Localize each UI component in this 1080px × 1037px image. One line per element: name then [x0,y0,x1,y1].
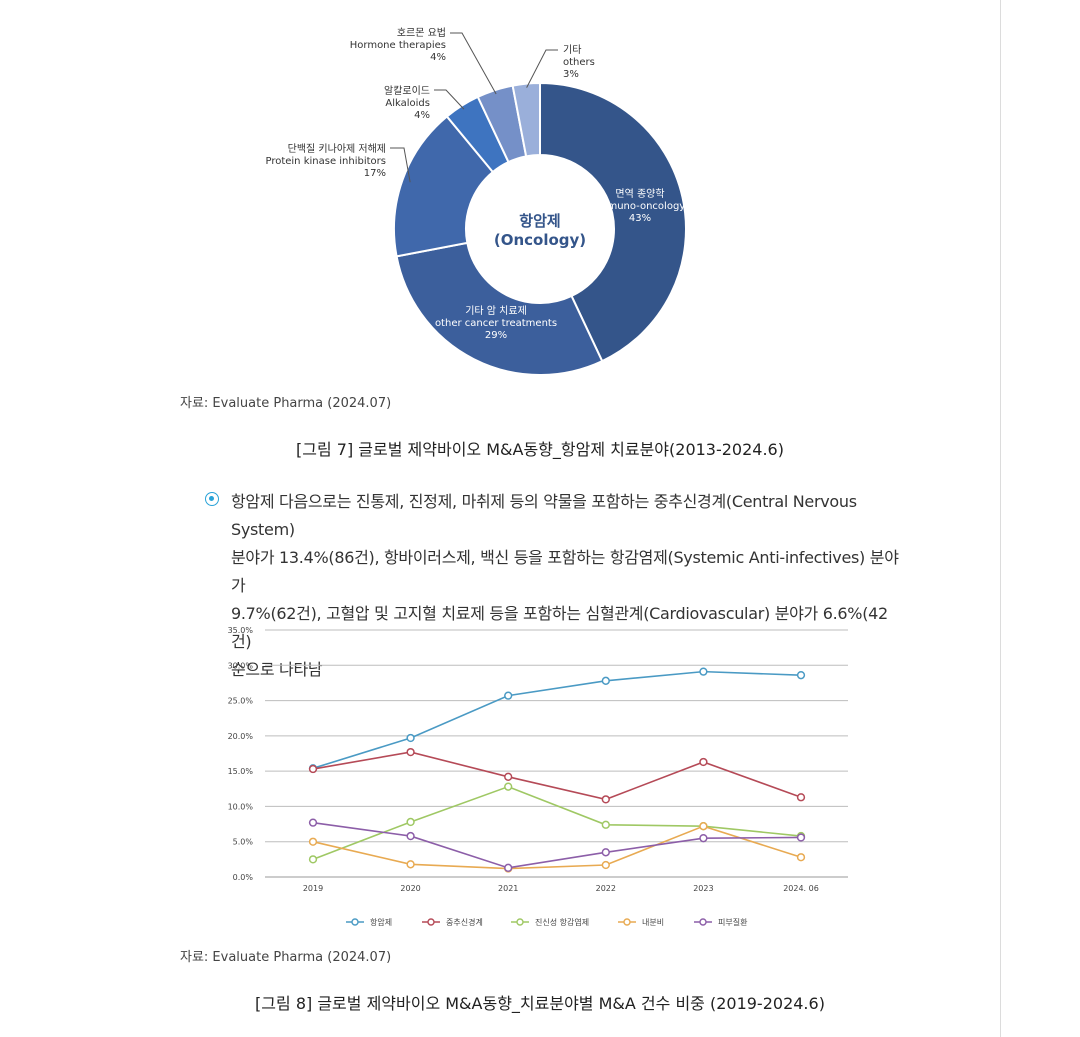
y-tick-label: 10.0% [228,802,254,811]
donut-slice [395,241,604,376]
data-point [601,860,610,870]
data-point [308,818,318,827]
bullet-circle-icon [205,492,219,506]
y-tick-label: 15.0% [228,767,254,776]
data-point [699,822,708,831]
legend-marker [516,918,524,926]
data-point [406,860,415,869]
data-point [504,772,513,781]
series-line [312,785,802,861]
donut-slice [539,81,687,363]
data-point [796,793,806,802]
data-point [308,837,318,846]
data-point [699,822,708,831]
data-point [504,691,513,700]
data-point [308,855,318,864]
slice-label-other-cancer: 기타 암 치료제 other cancer treatments 29% [435,305,557,341]
data-point [601,795,610,804]
legend-marker [623,918,631,926]
data-point [406,817,415,827]
data-point [601,848,610,857]
legend-marker [699,918,707,926]
data-point [504,863,513,872]
page-right-rule [1000,0,1001,1037]
data-point [308,764,318,774]
data-point [406,747,415,757]
legend-label: 내분비 [642,918,664,927]
y-tick-label: 25.0% [228,697,254,706]
x-tick-label: 2023 [693,884,713,893]
donut-center-label-en: (Oncology) [494,231,586,249]
data-point [504,864,513,873]
data-point [699,757,708,767]
donut-chart: 항암제 (Oncology) 면역 종양학 Immuno-oncology 43% 기… [265,27,687,376]
bullet-line: 순으로 나타남 [231,660,323,679]
series-line [312,751,802,801]
bullet-text: 항암제 다음으로는 진통제, 진정제, 마취제 등의 약물을 포함하는 중추신경… [231,488,905,684]
legend-label: 진신성 항감염제 [535,917,589,927]
leader-line [434,89,465,110]
y-tick-label: 20.0% [228,732,254,741]
y-tick-label: 0.0% [233,873,254,882]
slice-label-alkaloids: 알칼로이드 Alkaloids 4% [384,84,430,121]
data-point [504,782,513,791]
x-tick-label: 2024. 06 [783,884,819,893]
bullet-paragraph: 항암제 다음으로는 진통제, 진정제, 마취제 등의 약물을 포함하는 중추신경… [205,488,905,684]
slice-label-immuno-oncology: 면역 종양학 Immuno-oncology 43% [595,188,686,224]
data-point [699,834,708,843]
legend-label: 항암제 [370,917,392,927]
leader-line [450,32,497,95]
data-point [406,733,415,743]
leader-line [526,49,558,88]
series-line [312,825,802,870]
data-point [601,820,610,829]
figure8-source: 자료: Evaluate Pharma (2024.07) [180,950,392,965]
donut-slice [511,81,541,158]
data-point [796,833,806,842]
slice-label-others: 기타 others 3% [563,44,595,80]
legend-label: 중추신경계 [446,917,483,927]
y-tick-label: 5.0% [233,838,254,847]
data-point [308,764,318,773]
leader-line [390,147,411,183]
series-line [312,821,802,869]
data-point [796,853,806,862]
x-tick-label: 2019 [303,884,323,893]
bullet-line: 9.7%(62건), 고혈압 및 고지혈 치료제 등을 포함하는 심혈관계(Ca… [231,604,888,651]
figure8-caption: [그림 8] 글로벌 제약바이오 M&A동향_치료분야별 M&A 건수 비중 (… [255,994,825,1013]
x-tick-label: 2021 [498,884,518,893]
data-point [796,831,806,841]
figure7-source: 자료: Evaluate Pharma (2024.07) [180,396,392,411]
slice-label-kinase: 단백질 키나아제 저해제 Protein kinase inhibitors 17% [265,142,386,179]
bullet-line: 분야가 13.4%(86건), 항바이러스제, 백신 등을 포함하는 항감염제(… [231,548,899,595]
legend-marker [427,918,435,926]
legend-label: 피부질환 [718,917,748,927]
figure7-caption: [그림 7] 글로벌 제약바이오 M&A동향_항암제 치료분야(2013-202… [296,440,784,459]
legend-marker [351,918,359,926]
donut-center-label-ko: 항암제 [519,212,560,230]
slice-label-hormone: 호르몬 요법 Hormone therapies 4% [350,27,446,63]
bullet-line: 항암제 다음으로는 진통제, 진정제, 마취제 등의 약물을 포함하는 중추신경… [231,492,857,539]
x-tick-label: 2020 [400,884,420,893]
data-point [406,831,415,841]
x-tick-label: 2022 [596,884,616,893]
series-line [312,670,802,770]
